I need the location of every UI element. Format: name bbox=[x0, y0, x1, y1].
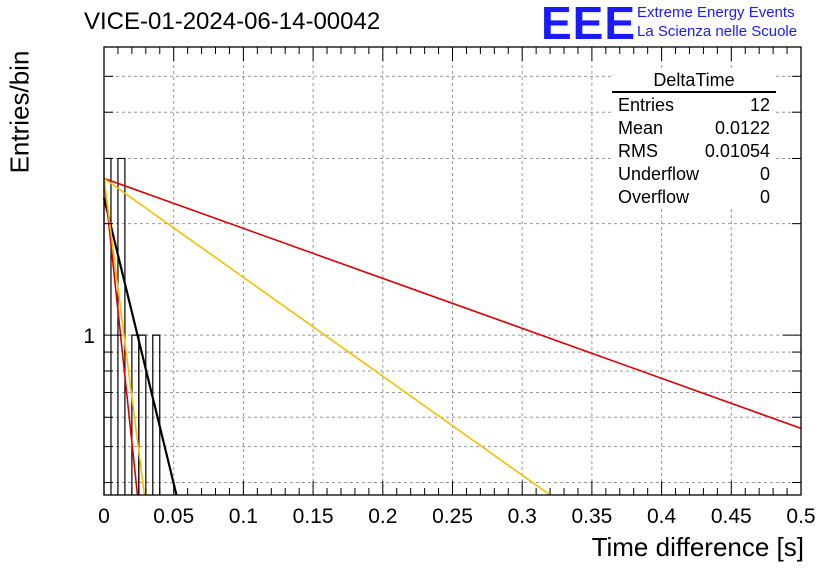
x-tick-label: 0.25 bbox=[432, 505, 473, 528]
stats-value: 0 bbox=[759, 164, 770, 184]
x-axis-label: Time difference [s] bbox=[591, 532, 804, 562]
fit-curve bbox=[103, 178, 139, 496]
stats-row-rms: RMS 0.01054 bbox=[612, 140, 776, 163]
stats-row-entries: Entries 12 bbox=[612, 94, 776, 117]
stats-row-underflow: Underflow 0 bbox=[612, 163, 776, 186]
stats-row-mean: Mean 0.0122 bbox=[612, 117, 776, 140]
x-tick-label: 0.15 bbox=[293, 505, 334, 528]
stats-value: 0 bbox=[759, 187, 770, 207]
x-tick-label: 0 bbox=[98, 505, 110, 528]
x-tick-label: 0.5 bbox=[786, 505, 815, 528]
x-tick-label: 0.35 bbox=[571, 505, 612, 528]
histogram-bar bbox=[117, 157, 126, 495]
chart-title: VICE-01-2024-06-14-00042 bbox=[84, 8, 381, 35]
x-tick-label: 0.1 bbox=[229, 505, 258, 528]
y-tick-label: 1 bbox=[83, 325, 95, 348]
fit-curve bbox=[103, 178, 146, 496]
fit-curves bbox=[102, 177, 802, 496]
stats-row-overflow: Overflow 0 bbox=[612, 186, 776, 209]
grid bbox=[104, 47, 801, 495]
logo-caption: Extreme Energy Events La Scienza nelle S… bbox=[637, 3, 797, 41]
fit-curve bbox=[102, 197, 178, 496]
stats-value: 0.01054 bbox=[704, 141, 770, 161]
stats-label: Overflow bbox=[618, 187, 690, 207]
fit-curve bbox=[103, 177, 551, 496]
stats-box: DeltaTime Entries 12 Mean 0.0122 RMS 0.0… bbox=[612, 70, 776, 209]
x-tick-label: 0.2 bbox=[368, 505, 397, 528]
fit-curve bbox=[103, 177, 802, 430]
histogram-bar bbox=[152, 334, 161, 495]
y-axis-label: Entries/bin bbox=[4, 50, 35, 174]
stats-value: 0.0122 bbox=[714, 118, 770, 138]
stats-title: DeltaTime bbox=[612, 70, 776, 93]
x-tick-label: 0.05 bbox=[153, 505, 194, 528]
axes: 0 0.05 0.1 0.15 0.2 0.25 0.3 0.35 0.4 0.45 0.5 1 bbox=[83, 46, 816, 528]
logo-caption-line1: Extreme Energy Events bbox=[637, 4, 795, 21]
stats-label: Entries bbox=[618, 95, 675, 115]
stats-label: Mean bbox=[618, 118, 664, 138]
eee-logo: EEE bbox=[541, 0, 637, 49]
x-tick-label: 0.45 bbox=[711, 505, 752, 528]
stats-value: 12 bbox=[749, 95, 770, 115]
x-tick-label: 0.3 bbox=[508, 505, 537, 528]
x-tick-label: 0.4 bbox=[647, 505, 677, 528]
logo-caption-line2: La Scienza nelle Scuole bbox=[637, 23, 798, 40]
stats-label: RMS bbox=[618, 141, 658, 161]
histogram-bar bbox=[138, 334, 147, 495]
stats-label: Underflow bbox=[618, 164, 700, 184]
